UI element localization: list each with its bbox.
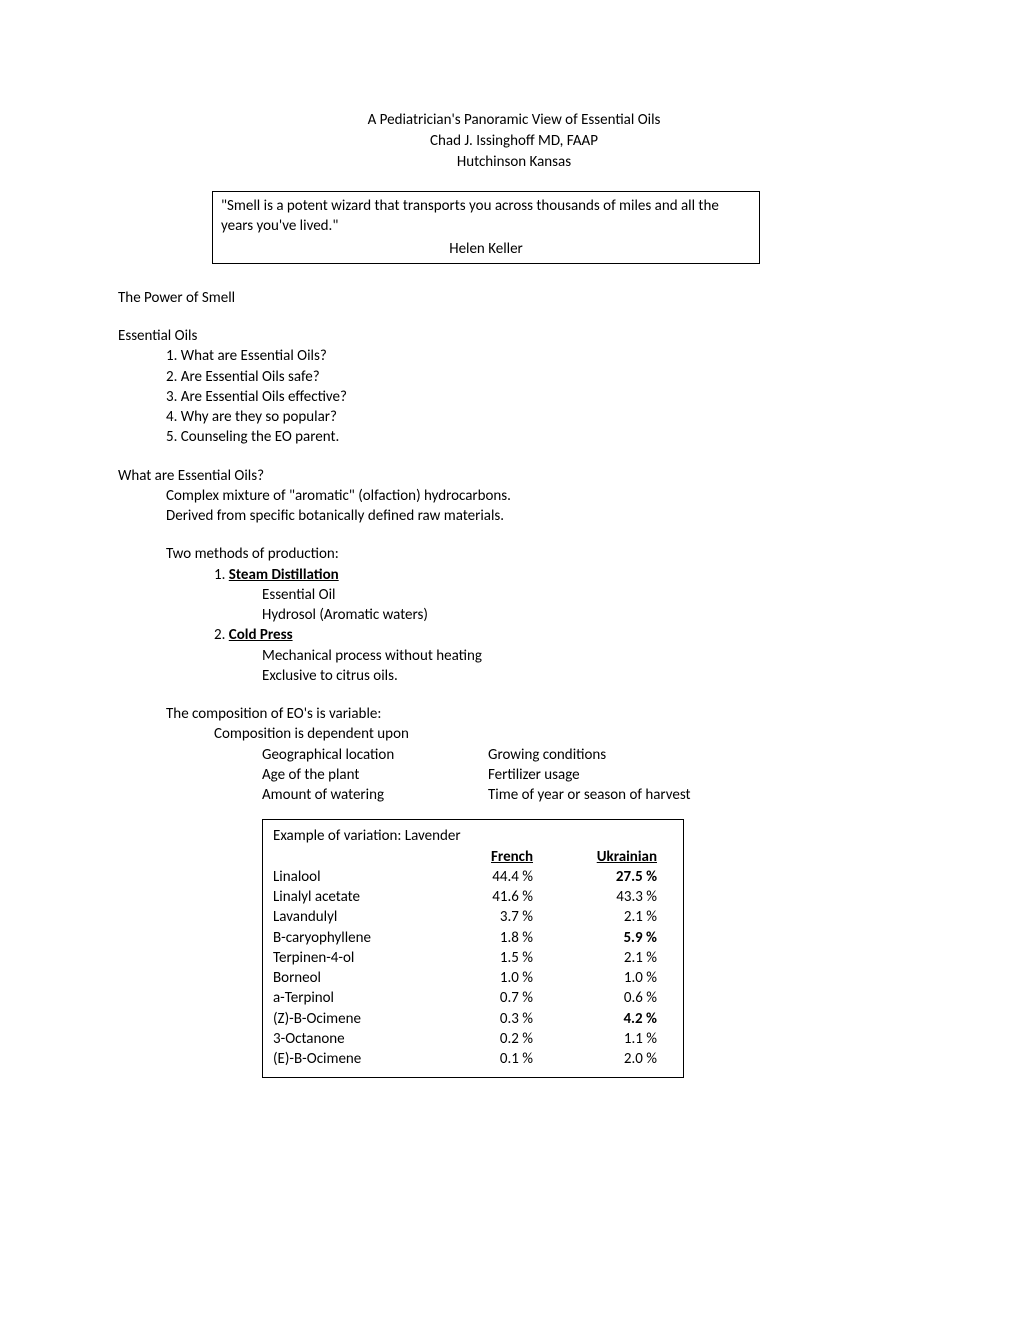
method-1: 1. Steam Distillation xyxy=(214,565,910,585)
eo-item-5: 5. Counseling the EO parent. xyxy=(166,427,910,447)
method-2-sub-1: Mechanical process without heating xyxy=(262,646,910,666)
compound-name: Terpinen-4-ol xyxy=(273,948,423,968)
french-value: 1.0 % xyxy=(423,968,533,988)
variation-rows: Linalool44.4 %27.5 %Linalyl acetate41.6 … xyxy=(273,867,673,1070)
table-row: B-caryophyllene1.8 %5.9 % xyxy=(273,928,673,948)
compound-name: a-Terpinol xyxy=(273,988,423,1008)
factor-row-2: Age of the plant Fertilizer usage xyxy=(262,765,910,785)
compound-name: Linalool xyxy=(273,867,423,887)
composition-depend: Composition is dependent upon xyxy=(214,724,910,744)
method-2: 2. Cold Press xyxy=(214,625,910,645)
section-eo-heading: Essential Oils xyxy=(118,326,910,346)
method-1-label: Steam Distillation xyxy=(229,566,339,584)
table-row: Terpinen-4-ol1.5 %2.1 % xyxy=(273,948,673,968)
compound-name: Linalyl acetate xyxy=(273,887,423,907)
header-ukrainian: Ukrainian xyxy=(533,847,673,867)
table-row: (Z)-B-Ocimene0.3 %4.2 % xyxy=(273,1009,673,1029)
ukrainian-value: 5.9 % xyxy=(533,928,673,948)
factor-3b: Time of year or season of harvest xyxy=(488,785,910,805)
french-value: 1.8 % xyxy=(423,928,533,948)
french-value: 0.2 % xyxy=(423,1029,533,1049)
french-value: 3.7 % xyxy=(423,907,533,927)
what-line-2: Derived from specific botanically define… xyxy=(166,506,910,526)
header-french: French xyxy=(423,847,533,867)
compound-name: B-caryophyllene xyxy=(273,928,423,948)
factor-2b: Fertilizer usage xyxy=(488,765,910,785)
compound-name: (E)-B-Ocimene xyxy=(273,1049,423,1069)
table-row: Linalool44.4 %27.5 % xyxy=(273,867,673,887)
compound-name: Borneol xyxy=(273,968,423,988)
ukrainian-value: 1.1 % xyxy=(533,1029,673,1049)
document-page: A Pediatrician's Panoramic View of Essen… xyxy=(0,0,1020,1078)
table-row: Lavandulyl3.7 %2.1 % xyxy=(273,907,673,927)
eo-item-1: 1. What are Essential Oils? xyxy=(166,346,910,366)
variation-table: Example of variation: Lavender French Uk… xyxy=(262,819,684,1078)
table-row: Borneol1.0 %1.0 % xyxy=(273,968,673,988)
quote-attribution: Helen Keller xyxy=(221,239,751,259)
table-row: (E)-B-Ocimene0.1 %2.0 % xyxy=(273,1049,673,1069)
compound-name: Lavandulyl xyxy=(273,907,423,927)
methods-intro: Two methods of production: xyxy=(166,544,910,564)
header-compound xyxy=(273,847,423,867)
french-value: 0.7 % xyxy=(423,988,533,1008)
title-line-2: Chad J. Issinghoff MD, FAAP xyxy=(118,131,910,152)
ukrainian-value: 27.5 % xyxy=(533,867,673,887)
title-line-3: Hutchinson Kansas xyxy=(118,152,910,173)
method-2-label: Cold Press xyxy=(229,626,293,644)
eo-item-3: 3. Are Essential Oils effective? xyxy=(166,387,910,407)
composition-intro: The composition of EO's is variable: xyxy=(166,704,910,724)
french-value: 1.5 % xyxy=(423,948,533,968)
ukrainian-value: 2.1 % xyxy=(533,948,673,968)
compound-name: (Z)-B-Ocimene xyxy=(273,1009,423,1029)
french-value: 0.1 % xyxy=(423,1049,533,1069)
ukrainian-value: 1.0 % xyxy=(533,968,673,988)
table-row: 3-Octanone0.2 %1.1 % xyxy=(273,1029,673,1049)
factor-2a: Age of the plant xyxy=(262,765,488,785)
method-1-sub-1: Essential Oil xyxy=(262,585,910,605)
ukrainian-value: 2.1 % xyxy=(533,907,673,927)
section-what-heading: What are Essential Oils? xyxy=(118,466,910,486)
title-line-1: A Pediatrician's Panoramic View of Essen… xyxy=(118,110,910,131)
what-line-1: Complex mixture of "aromatic" (olfaction… xyxy=(166,486,910,506)
factor-row-3: Amount of watering Time of year or seaso… xyxy=(262,785,910,805)
ukrainian-value: 2.0 % xyxy=(533,1049,673,1069)
french-value: 41.6 % xyxy=(423,887,533,907)
method-2-prefix: 2. xyxy=(214,626,229,644)
compound-name: 3-Octanone xyxy=(273,1029,423,1049)
method-2-sub-2: Exclusive to citrus oils. xyxy=(262,666,910,686)
ukrainian-value: 4.2 % xyxy=(533,1009,673,1029)
table-row: Linalyl acetate41.6 %43.3 % xyxy=(273,887,673,907)
eo-item-4: 4. Why are they so popular? xyxy=(166,407,910,427)
quote-box: "Smell is a potent wizard that transport… xyxy=(212,191,760,264)
title-block: A Pediatrician's Panoramic View of Essen… xyxy=(118,110,910,173)
ukrainian-value: 43.3 % xyxy=(533,887,673,907)
quote-text: "Smell is a potent wizard that transport… xyxy=(221,196,751,237)
factor-3a: Amount of watering xyxy=(262,785,488,805)
method-1-sub-2: Hydrosol (Aromatic waters) xyxy=(262,605,910,625)
ukrainian-value: 0.6 % xyxy=(533,988,673,1008)
section-power-heading: The Power of Smell xyxy=(118,288,910,308)
eo-item-2: 2. Are Essential Oils safe? xyxy=(166,367,910,387)
factor-row-1: Geographical location Growing conditions xyxy=(262,745,910,765)
french-value: 0.3 % xyxy=(423,1009,533,1029)
method-1-prefix: 1. xyxy=(214,566,229,584)
variation-title: Example of variation: Lavender xyxy=(273,826,673,846)
french-value: 44.4 % xyxy=(423,867,533,887)
table-row: a-Terpinol0.7 %0.6 % xyxy=(273,988,673,1008)
variation-header: French Ukrainian xyxy=(273,847,673,867)
factor-1b: Growing conditions xyxy=(488,745,910,765)
factor-1a: Geographical location xyxy=(262,745,488,765)
